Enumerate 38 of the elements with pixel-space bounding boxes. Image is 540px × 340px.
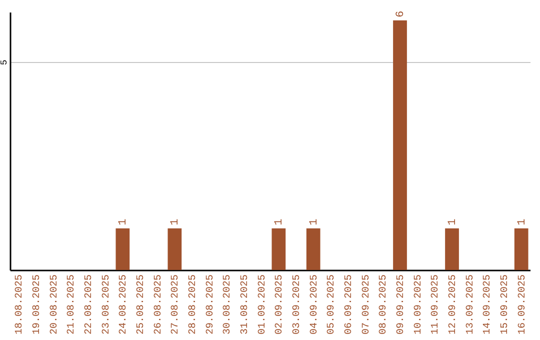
x-tick-label: 21.08.2025 <box>66 274 78 335</box>
x-tick-label: 13.09.2025 <box>465 274 476 335</box>
x-tick-label: 08.09.2025 <box>378 274 390 335</box>
x-tick-label: 14.09.2025 <box>482 274 494 335</box>
x-tick-label: 31.08.2025 <box>240 274 251 335</box>
x-tick-label: 26.08.2025 <box>153 274 164 335</box>
x-tick-label: 29.08.2025 <box>205 274 216 335</box>
data-label: 1 <box>274 218 286 226</box>
data-label: 6 <box>395 10 407 18</box>
data-label: 1 <box>516 218 528 226</box>
x-tick-label: 12.09.2025 <box>448 274 459 335</box>
x-tick-label: 10.09.2025 <box>413 274 424 335</box>
x-tick-label: 20.08.2025 <box>49 274 60 335</box>
x-tick-label: 24.08.2025 <box>118 274 130 335</box>
x-tick-label: 27.08.2025 <box>170 274 182 335</box>
x-tick-label: 02.09.2025 <box>274 274 286 335</box>
x-tick-label: 01.09.2025 <box>257 274 268 335</box>
x-tick-label: 30.08.2025 <box>222 274 234 335</box>
x-tick-label: 05.09.2025 <box>326 274 338 335</box>
x-tick-label: 06.09.2025 <box>344 274 355 335</box>
x-tick-label: 04.09.2025 <box>309 274 320 335</box>
x-tick-label: 19.08.2025 <box>32 274 43 335</box>
x-tick-label: 23.08.2025 <box>101 274 112 335</box>
x-tick-label: 11.09.2025 <box>430 274 442 335</box>
x-tick-label: 28.08.2025 <box>188 274 199 335</box>
x-tick-label: 22.08.2025 <box>84 274 95 335</box>
x-tick-label: 16.09.2025 <box>517 274 528 335</box>
x-tick-label: 07.09.2025 <box>361 274 372 335</box>
x-tick-label: 25.08.2025 <box>136 274 147 335</box>
x-tick-label: 03.09.2025 <box>292 274 303 335</box>
data-label: 1 <box>447 218 459 226</box>
y-tick-label: 5 <box>0 60 10 66</box>
data-label: 1 <box>170 218 182 226</box>
data-label: 1 <box>308 218 320 226</box>
x-tick-label: 18.08.2025 <box>14 274 26 335</box>
data-label: 1 <box>118 218 130 226</box>
x-tick-label: 15.09.2025 <box>500 274 511 335</box>
x-tick-label: 09.09.2025 <box>396 274 407 335</box>
